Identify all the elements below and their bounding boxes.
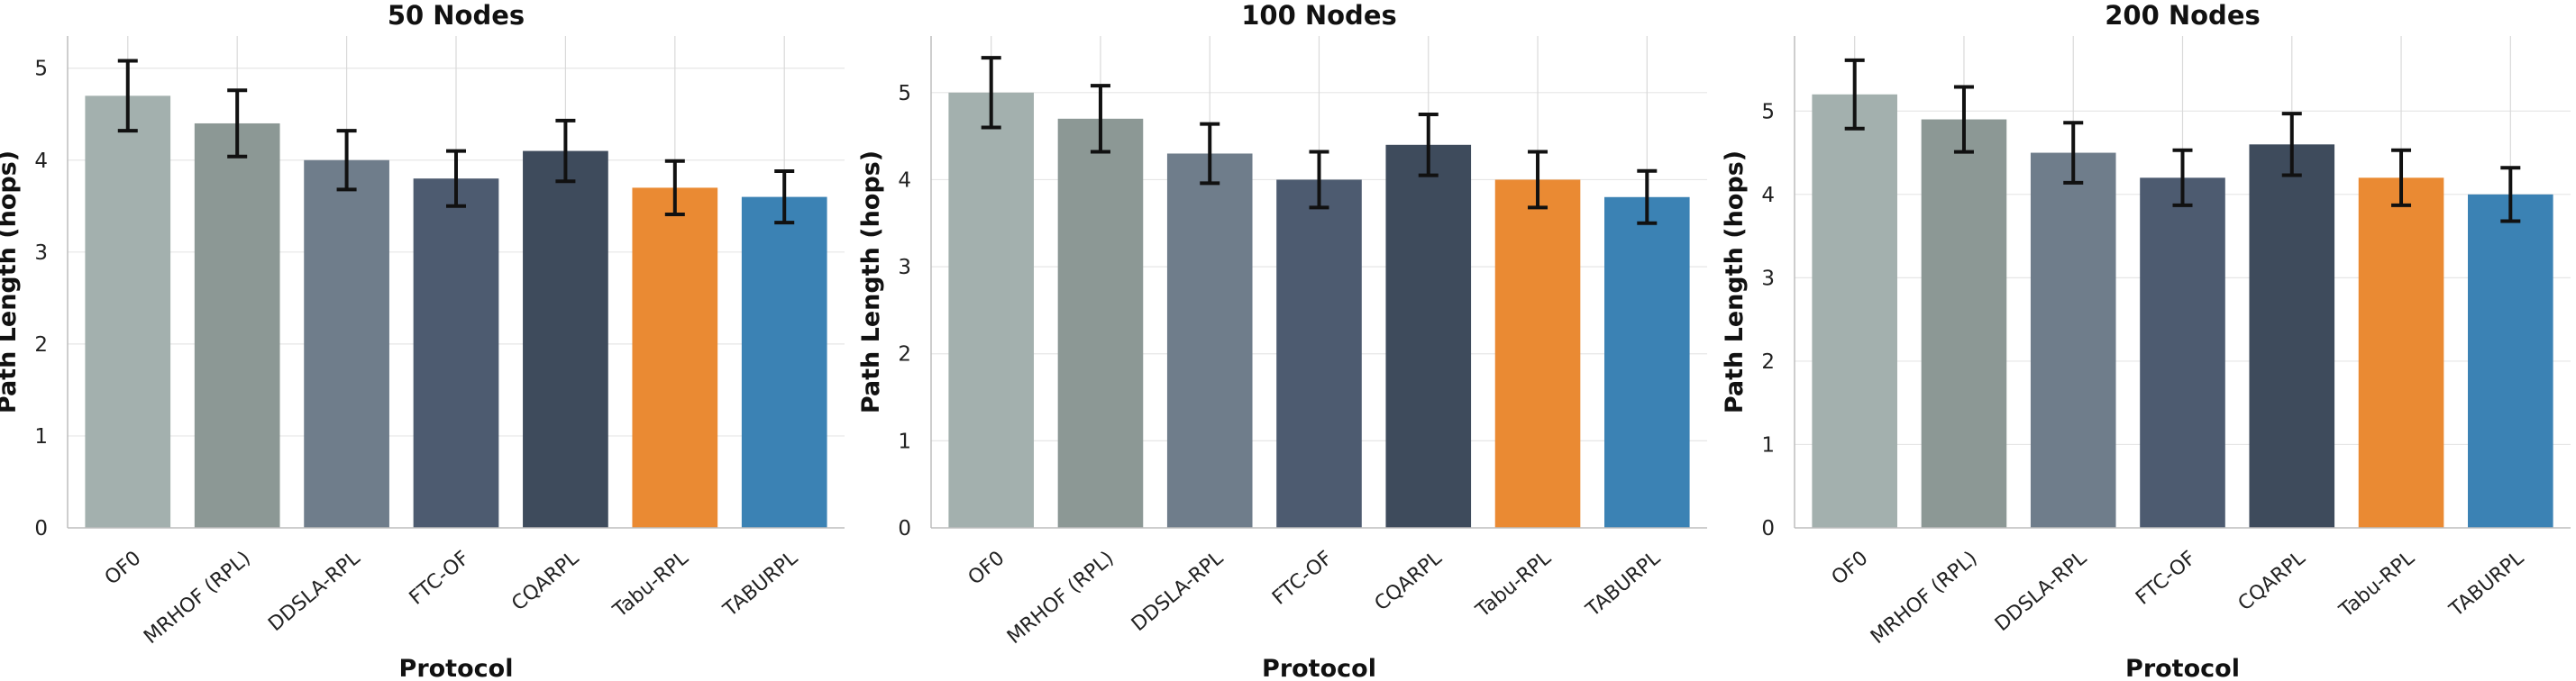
y-tick-label: 3 bbox=[898, 256, 911, 279]
x-axis-label: Protocol bbox=[399, 655, 514, 681]
bar-mrhof-rpl bbox=[1057, 118, 1144, 529]
bar-tabu-rpl bbox=[2358, 177, 2444, 529]
x-tick-label: MRHOF (RPL) bbox=[1003, 547, 1119, 649]
y-tick-label: 0 bbox=[34, 517, 48, 540]
y-tick-label: 1 bbox=[34, 425, 48, 449]
x-tick-label: TABURPL bbox=[2445, 547, 2529, 622]
error-bar bbox=[336, 129, 357, 192]
x-tick-label: TABURPL bbox=[718, 547, 802, 622]
error-bar bbox=[2172, 148, 2193, 207]
error-bar bbox=[2500, 166, 2521, 223]
bar-mrhof-rpl bbox=[1921, 119, 2007, 529]
x-tick-label: MRHOF (RPL) bbox=[1867, 547, 1982, 649]
error-bar bbox=[2281, 112, 2302, 177]
x-axis-label: Protocol bbox=[1262, 655, 1376, 681]
error-bar bbox=[981, 56, 1001, 130]
error-bar bbox=[555, 118, 576, 184]
y-tick-label: 5 bbox=[1761, 100, 1775, 123]
x-axis-label: Protocol bbox=[2125, 655, 2240, 681]
bar-ddsla-rpl bbox=[304, 159, 389, 528]
chart-title: 50 Nodes bbox=[388, 0, 525, 31]
x-tick-label: Tabu-RPL bbox=[2334, 547, 2419, 623]
x-tick-label: DDSLA-RPL bbox=[1128, 547, 1229, 636]
bar-ftc-of bbox=[413, 178, 499, 528]
error-bar bbox=[1528, 150, 1548, 210]
error-bar bbox=[1844, 58, 1865, 131]
y-tick-label: 3 bbox=[34, 241, 48, 265]
x-tick-label: MRHOF (RPL) bbox=[140, 547, 255, 649]
y-tick-label: 0 bbox=[1761, 517, 1775, 540]
y-tick-label: 4 bbox=[34, 150, 48, 173]
bar-tabu-rpl bbox=[1494, 179, 1581, 528]
y-tick-label: 1 bbox=[1761, 433, 1775, 457]
bar-of0 bbox=[85, 95, 171, 528]
x-tick-label: Tabu-RPL bbox=[1471, 547, 1556, 623]
y-tick-label: 3 bbox=[1761, 267, 1775, 290]
error-bar bbox=[1953, 85, 1974, 154]
x-tick-label: CQARPL bbox=[507, 547, 583, 616]
error-bar bbox=[664, 159, 685, 216]
x-tick-label: DDSLA-RPL bbox=[264, 547, 365, 636]
chart-title: 200 Nodes bbox=[2105, 0, 2261, 31]
error-bar bbox=[774, 169, 795, 225]
bar-cqarpl bbox=[2249, 144, 2335, 528]
x-tick-label: FTC-OF bbox=[406, 547, 474, 609]
x-tick-label: CQARPL bbox=[1371, 547, 1447, 616]
y-tick-label: 2 bbox=[898, 343, 911, 367]
x-tick-label: OF0 bbox=[1828, 547, 1873, 589]
y-tick-label: 4 bbox=[1761, 184, 1775, 207]
x-tick-label: DDSLA-RPL bbox=[1991, 547, 2092, 636]
y-tick-label: 5 bbox=[34, 58, 48, 81]
y-tick-label: 5 bbox=[898, 82, 911, 105]
y-axis-label: Path Length (hops) bbox=[0, 150, 22, 413]
error-bar bbox=[2063, 121, 2084, 185]
bar-ddsla-rpl bbox=[2030, 152, 2116, 528]
error-bar bbox=[117, 59, 138, 133]
error-bar bbox=[1200, 122, 1220, 186]
bar-mrhof-rpl bbox=[194, 123, 280, 528]
y-tick-label: 1 bbox=[898, 430, 911, 453]
error-bar bbox=[446, 149, 466, 208]
x-tick-label: OF0 bbox=[964, 547, 1009, 589]
bar-tabu-rpl bbox=[632, 187, 718, 528]
y-tick-label: 0 bbox=[898, 517, 911, 540]
error-bar bbox=[1637, 168, 1658, 225]
x-tick-label: FTC-OF bbox=[1268, 547, 1337, 609]
bar-taburpl bbox=[741, 196, 827, 528]
error-bar bbox=[1090, 84, 1110, 154]
x-tick-label: FTC-OF bbox=[2132, 547, 2200, 609]
bar-of0 bbox=[1812, 94, 1897, 528]
error-bar bbox=[227, 88, 248, 159]
x-tick-label: CQARPL bbox=[2234, 547, 2310, 616]
bar-ftc-of bbox=[1276, 179, 1362, 528]
bar-cqarpl bbox=[523, 150, 608, 528]
bar-ftc-of bbox=[2140, 177, 2225, 529]
bar-taburpl bbox=[1604, 196, 1690, 529]
bar-ddsla-rpl bbox=[1166, 153, 1253, 528]
y-tick-label: 2 bbox=[1761, 350, 1775, 374]
bar-of0 bbox=[948, 92, 1034, 529]
y-tick-label: 4 bbox=[898, 168, 911, 192]
y-tick-label: 2 bbox=[34, 333, 48, 357]
bar-taburpl bbox=[2468, 194, 2553, 528]
error-bar bbox=[2391, 148, 2412, 207]
x-tick-label: TABURPL bbox=[1582, 547, 1666, 622]
x-tick-label: Tabu-RPL bbox=[608, 547, 693, 623]
chart-title: 100 Nodes bbox=[1241, 0, 1397, 31]
x-tick-label: OF0 bbox=[101, 547, 146, 589]
error-bar bbox=[1309, 150, 1329, 210]
error-bar bbox=[1418, 112, 1439, 177]
y-axis-label: Path Length (hops) bbox=[1721, 150, 1749, 413]
y-axis-label: Path Length (hops) bbox=[857, 150, 885, 413]
bar-cqarpl bbox=[1385, 144, 1472, 529]
